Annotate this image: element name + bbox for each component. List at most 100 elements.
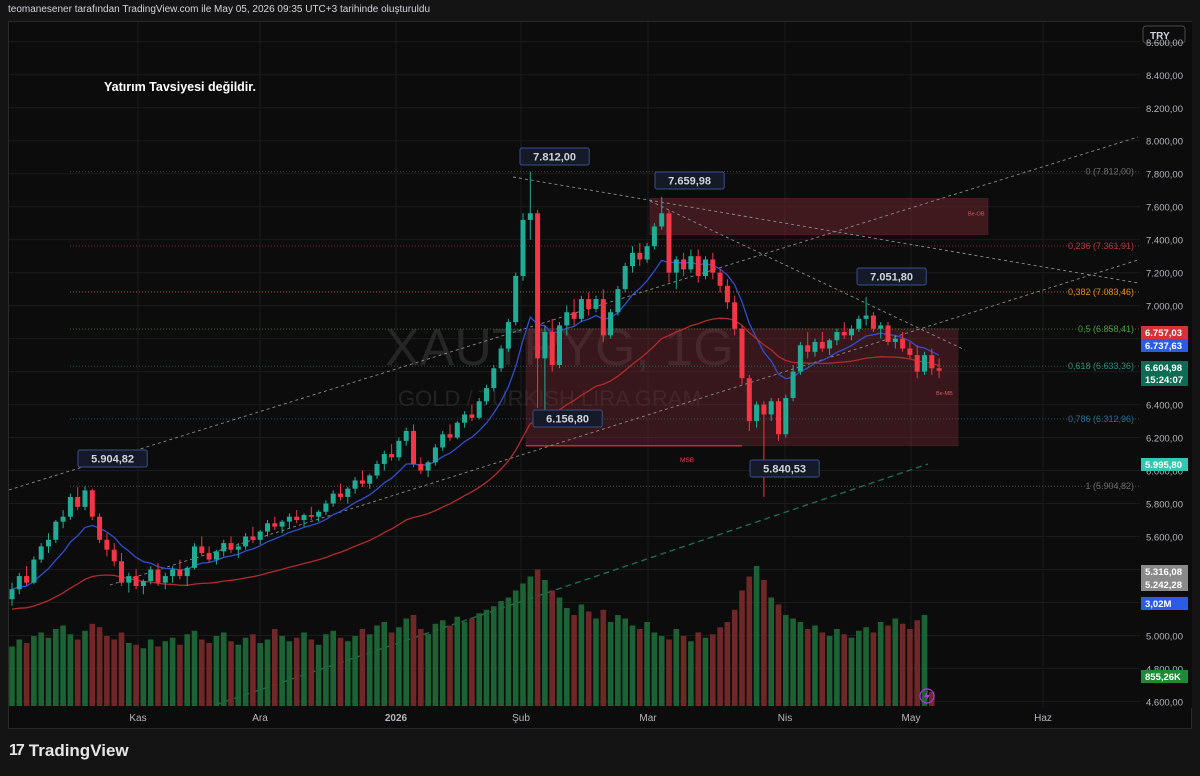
volume-bar [272, 629, 278, 706]
candle-body [549, 332, 555, 365]
volume-bar [257, 643, 263, 706]
price-label: 6.757,03 [1145, 328, 1182, 339]
candle-body [819, 341, 825, 349]
candle-body [783, 397, 789, 435]
candle-body [367, 475, 373, 484]
bolt-icon-glyph [924, 690, 930, 702]
candle-body [403, 430, 409, 441]
annotation-text: Yatırım Tavsiyesi değildir. [104, 80, 256, 94]
volume-bar [228, 641, 234, 706]
candle-body [265, 523, 270, 532]
chart-frame[interactable] [8, 21, 1192, 729]
volume-bar [96, 627, 103, 706]
price-label: 855,26K [1145, 672, 1181, 683]
volume-bar [381, 622, 388, 706]
volume-bar [345, 641, 351, 706]
volume-bar [899, 623, 906, 706]
candle-body [221, 543, 227, 552]
callout-label: 7.659,98 [668, 176, 711, 188]
volume-bar [206, 643, 212, 706]
candle-body [381, 454, 387, 464]
candle-body [936, 368, 942, 371]
candle-body [67, 496, 73, 517]
volume-bar [476, 613, 482, 706]
candle-body [827, 340, 833, 349]
callout-box [532, 409, 603, 428]
volume-bar [111, 639, 117, 706]
volume-bar [31, 636, 37, 706]
volume-bar [797, 622, 804, 706]
y-tick-label: 8.200,00 [1146, 104, 1183, 115]
volume-bar [892, 618, 899, 706]
candle-body [513, 275, 519, 323]
callout-label: 6.156,80 [546, 414, 589, 426]
candle-body [257, 531, 263, 540]
volume-bar [564, 608, 570, 706]
volume-bar [885, 625, 891, 706]
candle-body [681, 259, 687, 270]
candle-body [345, 488, 351, 497]
price-label-box [1141, 458, 1188, 471]
volume-bar [556, 597, 563, 706]
tradingview-logo[interactable]: 17 TradingView [9, 741, 129, 761]
volume-bar [418, 629, 424, 706]
volume-bar [578, 604, 585, 706]
candle-body [644, 246, 650, 260]
candle-body [192, 546, 197, 568]
candle-body [75, 496, 81, 507]
x-tick-label: Mar [639, 713, 657, 724]
candle-body [841, 332, 847, 336]
volume-bar [673, 629, 680, 706]
volume-bar [264, 639, 271, 706]
candle-body [184, 567, 190, 577]
x-tick-label: Haz [1034, 713, 1052, 724]
resistance-line-2 [649, 200, 966, 351]
volume-bar [89, 623, 96, 706]
volume-bar [23, 643, 30, 706]
volume-bar [804, 629, 811, 706]
candle-body [498, 348, 504, 369]
y-tick-label: 8.600,00 [1146, 38, 1183, 49]
volume-bar [337, 637, 344, 706]
volume-bar [520, 583, 526, 706]
volume-bar [133, 644, 139, 706]
candle-body [630, 252, 635, 267]
volume-bar [585, 611, 592, 706]
zone-label-ob: Be-OB [968, 211, 985, 217]
callout-box [77, 449, 148, 468]
candle-body [352, 480, 358, 489]
y-tick-label: 6.200,00 [1146, 434, 1183, 445]
candle-body [330, 493, 336, 504]
volume-bar [615, 615, 621, 706]
callout-label: 5.840,53 [763, 464, 806, 476]
candle-body [578, 299, 584, 319]
candle-body [637, 252, 643, 260]
candle-body [396, 440, 402, 458]
volume-bar [768, 597, 774, 706]
candle-body [462, 414, 468, 423]
candle-body [235, 546, 241, 550]
volume-bar [600, 609, 607, 706]
candle-body [615, 289, 621, 313]
volume-bar [651, 632, 658, 706]
volume-bar [637, 629, 643, 706]
candle-body [600, 299, 606, 336]
price-label: 6.737,63 [1145, 341, 1182, 352]
candle-body [389, 454, 395, 458]
volume-bar [454, 616, 461, 706]
candle-body [97, 516, 103, 540]
price-label: 6.604,98 [1145, 363, 1182, 374]
volume-bar [308, 639, 315, 706]
fib-label: 0,236 (7.361,91) [1068, 241, 1134, 251]
volume-bar [622, 618, 628, 706]
candle-body [929, 355, 935, 369]
volume-bar [162, 641, 169, 706]
candle-body [863, 315, 869, 319]
resistance-line-1 [512, 176, 1139, 284]
candle-body [140, 581, 146, 586]
msb-label: MSB [680, 457, 694, 464]
candle-body [805, 345, 811, 352]
candle-body [294, 516, 300, 521]
price-label: 15:24:07 [1145, 375, 1183, 386]
